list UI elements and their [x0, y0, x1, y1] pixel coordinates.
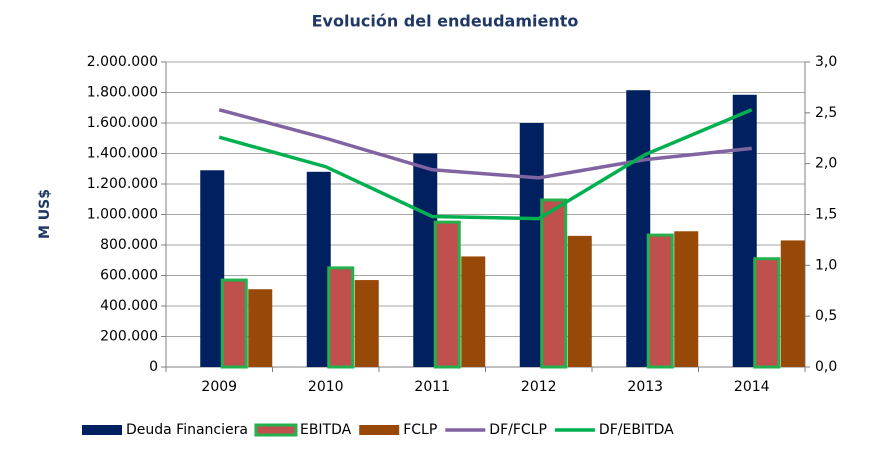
y2-tick-label: 0,5	[815, 308, 837, 324]
y-tick-label: 1.000.000	[87, 207, 158, 223]
legend-label: Deuda Financiera	[126, 422, 248, 438]
x-tick-label: 2014	[734, 379, 770, 395]
bar	[354, 280, 379, 367]
x-tick-label: 2010	[308, 379, 344, 395]
bar	[626, 90, 651, 368]
y-tick-label: 400.000	[100, 298, 158, 314]
bar	[567, 235, 592, 367]
bar	[519, 123, 544, 367]
y-tick-label: 1.200.000	[87, 176, 158, 192]
bar	[461, 256, 486, 367]
y2-tick-label: 0,0	[815, 359, 837, 375]
legend-label: DF/EBITDA	[599, 422, 674, 438]
y2-tick-label: 2,0	[815, 156, 837, 172]
bar	[646, 233, 674, 369]
y-tick-label: 1.600.000	[87, 115, 158, 131]
y-tick-label: 200.000	[100, 329, 158, 345]
legend-swatch	[82, 425, 122, 435]
line	[218, 108, 753, 221]
y-tick-label: 600.000	[100, 268, 158, 284]
y2-tick-label: 1,0	[815, 257, 837, 273]
legend-swatch	[359, 425, 400, 435]
y-tick-label: 1.800.000	[87, 85, 158, 101]
y-tick-label: 0	[149, 359, 158, 375]
bar	[200, 170, 225, 367]
legend-label: FCLP	[403, 422, 437, 438]
bar	[413, 153, 438, 367]
y-tick-label: 1.400.000	[87, 146, 158, 162]
legend-label: EBITDA	[300, 422, 352, 438]
legend-swatch	[254, 423, 298, 437]
bar	[306, 171, 331, 367]
legend-label: DF/FCLP	[489, 422, 547, 438]
bar	[433, 220, 461, 369]
y-tick-label: 800.000	[100, 237, 158, 253]
bar	[327, 266, 355, 369]
bar	[780, 240, 805, 367]
y-tick-label: 2.000.000	[87, 54, 158, 70]
bar	[540, 198, 568, 369]
y2-tick-label: 1,5	[815, 207, 837, 223]
x-tick-label: 2009	[201, 379, 237, 395]
y-axis-label: M US$	[37, 189, 53, 239]
x-tick-label: 2011	[414, 379, 450, 395]
line	[218, 108, 752, 180]
x-tick-label: 2013	[627, 379, 663, 395]
y2-tick-label: 3,0	[815, 54, 837, 70]
chart-title: Evolución del endeudamiento	[312, 12, 579, 31]
bar	[220, 278, 248, 369]
bar	[753, 257, 781, 369]
bar	[674, 231, 699, 367]
y2-tick-label: 2,5	[815, 105, 837, 121]
x-tick-label: 2012	[521, 379, 557, 395]
bar	[732, 94, 757, 367]
bar	[248, 289, 273, 367]
